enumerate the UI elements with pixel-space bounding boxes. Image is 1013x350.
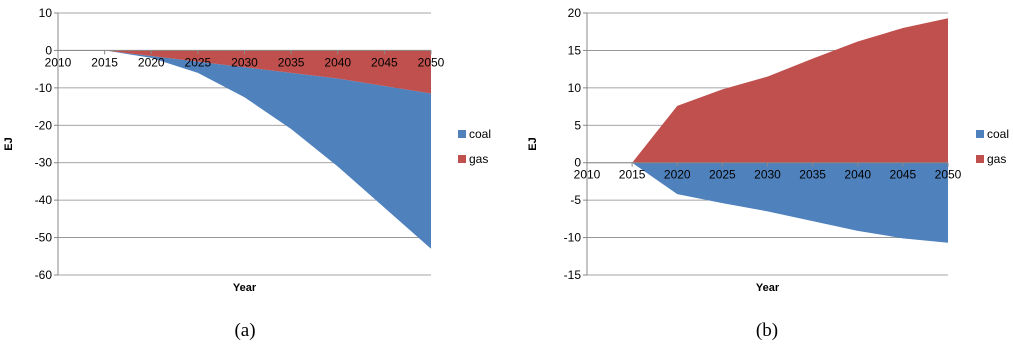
legend-swatch-coal (458, 130, 466, 138)
x-tick-label: 2035 (799, 168, 826, 182)
x-tick-label: 2025 (185, 55, 212, 69)
y-tick-label: -60 (35, 268, 53, 282)
area-gas (104, 50, 431, 94)
x-tick-label: 2045 (371, 55, 398, 69)
y-tick-label: 15 (568, 43, 582, 57)
x-tick-label: 2020 (138, 55, 165, 69)
x-tick-label: 2050 (935, 168, 962, 182)
area-coal (632, 162, 948, 243)
y-tick-label: 0 (574, 156, 581, 170)
legend-swatch-coal (976, 130, 984, 138)
y-tick-label: -5 (570, 193, 581, 207)
y-tick-label: -40 (35, 193, 53, 207)
x-tick-label: 2015 (91, 55, 118, 69)
x-tick-label: 2025 (709, 168, 736, 182)
x-axis-title: Year (233, 282, 257, 294)
x-tick-label: 2050 (418, 55, 445, 69)
x-tick-label: 2030 (231, 55, 258, 69)
legend-label-gas: gas (469, 152, 488, 166)
x-tick-label: 2040 (324, 55, 351, 69)
y-tick-label: -30 (35, 156, 53, 170)
x-tick-label: 2030 (754, 168, 781, 182)
x-tick-label: 2020 (664, 168, 691, 182)
y-axis-title: EJ (527, 137, 539, 150)
y-tick-label: -10 (35, 81, 53, 95)
x-tick-label: 2045 (890, 168, 917, 182)
y-tick-label: 0 (45, 43, 52, 57)
x-tick-label: 2010 (574, 168, 601, 182)
y-tick-label: -15 (564, 268, 582, 282)
chart-caption: (b) (756, 320, 778, 341)
y-tick-label: -20 (35, 118, 53, 132)
chart-1: 10 0 -10 -20 -30 -40 -50 -60 2010 2015 2020 2025 203… (3, 6, 491, 341)
legend-label-coal: coal (469, 127, 491, 141)
x-tick-label: 2035 (278, 55, 305, 69)
y-tick-label: 10 (39, 6, 53, 20)
legend-swatch-gas (458, 155, 466, 163)
x-axis-title: Year (756, 282, 780, 294)
y-tick-label: -10 (564, 231, 582, 245)
y-axis-title: EJ (3, 137, 15, 150)
area-gas (632, 18, 948, 163)
legend-swatch-gas (976, 155, 984, 163)
y-tick-label: -50 (35, 231, 53, 245)
x-tick-label: 2015 (619, 168, 646, 182)
legend-label-coal: coal (987, 127, 1009, 141)
area-coal (104, 50, 431, 249)
x-tick-label: 2010 (45, 55, 72, 69)
x-tick-label: 2040 (844, 168, 871, 182)
chart-caption: (a) (234, 320, 255, 341)
y-tick-label: 5 (574, 118, 581, 132)
y-tick-label: 20 (568, 6, 582, 20)
y-tick-label: 10 (568, 81, 582, 95)
legend-label-gas: gas (987, 152, 1006, 166)
